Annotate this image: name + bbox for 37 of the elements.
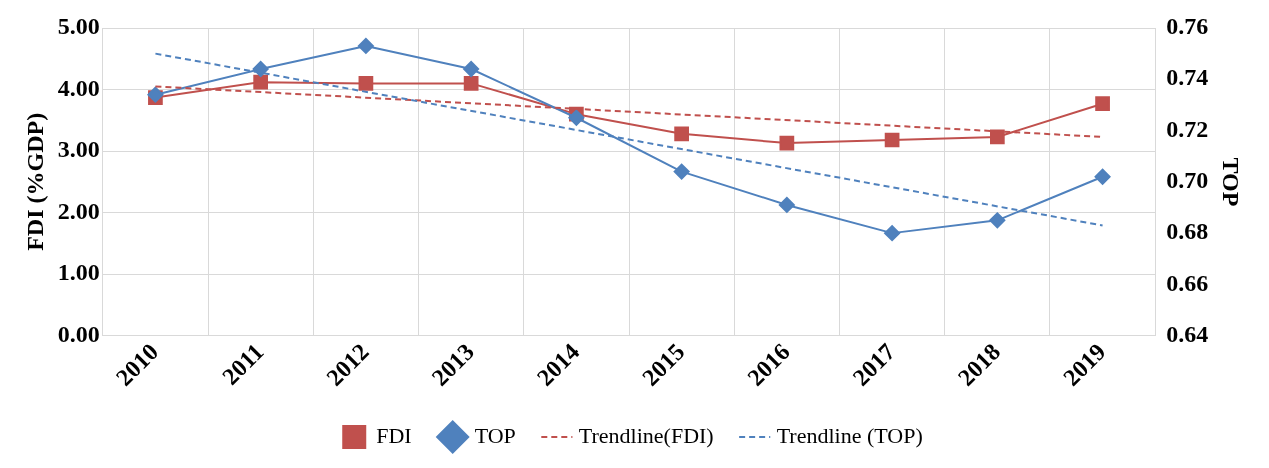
y2-tick-label: 0.74: [1166, 64, 1209, 91]
point: [357, 37, 374, 54]
y-tick-label: 0.00: [57, 320, 100, 347]
y2-tick-label: 0.70: [1166, 167, 1209, 194]
point: [884, 225, 901, 242]
y2-axis-title: TOP: [1218, 157, 1245, 207]
legend-label: FDI: [376, 422, 412, 448]
legend-label: Trendline (TOP): [776, 422, 923, 448]
point: [463, 61, 480, 78]
point: [884, 132, 900, 148]
y-axis-title: FDI (%GDP): [21, 112, 48, 251]
point: [989, 212, 1006, 229]
point: [253, 74, 269, 90]
point: [463, 76, 479, 91]
legend-label: TOP: [474, 422, 516, 448]
point: [147, 86, 164, 103]
y2-tick-label: 0.64: [1166, 320, 1209, 347]
point: [1095, 96, 1110, 112]
y2-tick-label: 0.72: [1166, 115, 1209, 142]
legend-label: Trendline(FDI): [578, 422, 714, 448]
y2-tick-label: 0.66: [1166, 269, 1209, 296]
y-tick-label: 4.00: [57, 74, 100, 101]
point: [673, 163, 690, 180]
point: [674, 126, 689, 142]
y2-tick-label: 0.68: [1166, 218, 1209, 245]
y2-tick-label: 0.76: [1166, 13, 1209, 40]
point: [252, 61, 269, 78]
point: [778, 196, 795, 213]
y-tick-label: 5.00: [57, 13, 100, 40]
point: [1094, 168, 1111, 185]
y-tick-label: 1.00: [57, 259, 100, 286]
point: [989, 129, 1005, 145]
point: [779, 135, 795, 151]
point: [568, 109, 585, 126]
y-tick-label: 3.00: [57, 136, 100, 163]
y-tick-label: 2.00: [57, 197, 100, 224]
point: [358, 76, 374, 91]
